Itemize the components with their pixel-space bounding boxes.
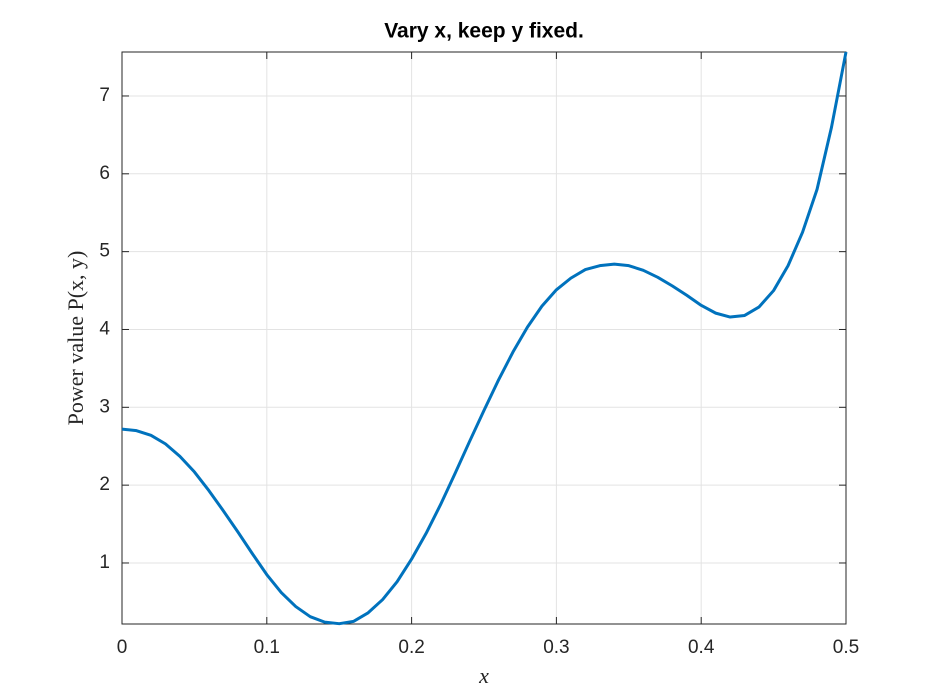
y-tick-label: 1 xyxy=(99,552,110,573)
x-tick-label: 0.4 xyxy=(688,637,715,658)
x-tick-label: 0.1 xyxy=(254,637,280,658)
x-tick-label: 0.3 xyxy=(543,637,569,658)
x-tick-label: 0 xyxy=(117,637,128,658)
y-tick-label: 6 xyxy=(99,163,110,184)
y-tick-label: 5 xyxy=(99,241,110,262)
x-tick-label: 0.5 xyxy=(833,637,859,658)
y-tick-label: 2 xyxy=(99,474,110,495)
plot-frame xyxy=(121,51,847,625)
chart-title: Vary x, keep y fixed. xyxy=(384,20,584,43)
y-tick-label: 3 xyxy=(99,396,110,417)
data-line xyxy=(121,51,848,626)
x-tick-label: 0.2 xyxy=(398,637,424,658)
y-axis-label: Power value P(x, y) xyxy=(63,251,88,426)
y-tick-label: 4 xyxy=(99,318,110,339)
x-axis-label: x xyxy=(478,663,489,688)
y-tick-label: 7 xyxy=(99,85,110,106)
